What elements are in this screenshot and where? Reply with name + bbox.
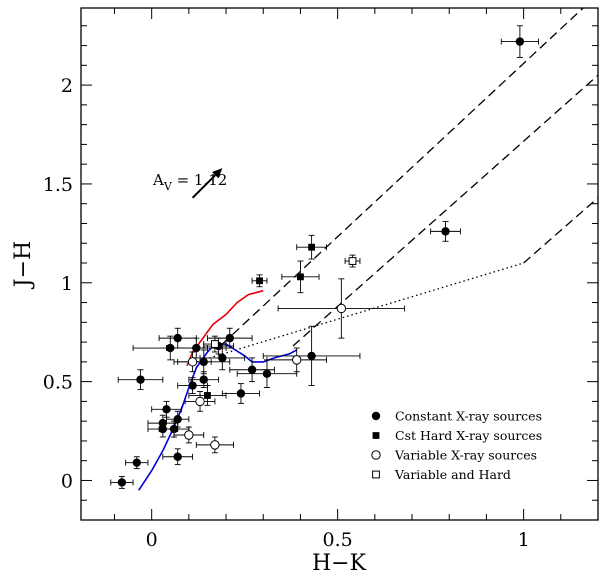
extinction-label-value: = 1.12 [172, 171, 228, 189]
point-s0-p21 [173, 452, 182, 461]
points-layer [117, 37, 525, 487]
x-tick-label: 1 [518, 529, 530, 551]
legend-label-0: Constant X-ray sources [395, 409, 542, 424]
x-tick-label: 0 [146, 529, 158, 551]
point-s2-p0 [336, 303, 347, 314]
point-s1-p2 [256, 277, 263, 285]
legend-marker-2 [371, 450, 381, 460]
legend-marker-0 [371, 411, 381, 421]
extinction-annotation: AV = 1.12 [152, 168, 227, 199]
line-dashed-middle [292, 74, 598, 347]
point-s1-p1 [297, 273, 304, 281]
point-s0-p14 [188, 381, 197, 390]
point-s0-p18 [158, 418, 168, 428]
legend: Constant X-ray sources Cst Hard X-ray sou… [371, 409, 542, 482]
point-s0-p5 [192, 343, 201, 353]
y-tick-label: 1.5 [43, 174, 73, 196]
plot-frame [80, 7, 599, 521]
point-s1-p3 [204, 392, 211, 399]
y-tick-label: 2 [61, 75, 73, 97]
point-s0-p22 [132, 458, 141, 467]
point-s0-p4 [166, 343, 175, 353]
point-s0-p7 [307, 351, 316, 361]
extinction-arrow-line [191, 174, 216, 199]
point-s0-p0 [515, 37, 525, 46]
x-tick-label: 0.5 [323, 529, 353, 551]
point-s3-p1 [210, 340, 219, 348]
point-s0-p10 [247, 365, 257, 374]
point-s0-p19 [158, 424, 168, 434]
extinction-label: AV = 1.12 [152, 171, 227, 193]
point-s2-p2 [195, 396, 205, 407]
extinction-label-main: A [152, 171, 164, 189]
extinction-arrow-head [212, 168, 223, 179]
line-dashed-lower [523, 197, 598, 264]
legend-marker-3 [372, 470, 380, 479]
point-s0-p12 [136, 375, 145, 384]
x-axis-label: H−K [312, 551, 367, 576]
y-tick-label: 0 [61, 470, 73, 492]
point-s0-p2 [173, 333, 182, 343]
y-tick-label: 0.5 [43, 372, 73, 394]
point-s2-p5 [187, 357, 198, 367]
legend-marker-1 [372, 432, 380, 439]
point-s2-p3 [184, 430, 194, 440]
point-s0-p23 [117, 478, 127, 487]
point-s0-p15 [236, 389, 246, 398]
point-s0-p1 [441, 227, 450, 236]
y-tick-label: 1 [61, 273, 73, 295]
point-s2-p1 [292, 355, 302, 365]
point-s3-p0 [348, 257, 357, 265]
extinction-label-subscript: V [163, 180, 173, 193]
point-s0-p9 [199, 357, 208, 367]
y-axis-label: J−H [11, 241, 36, 289]
line-dashed-upper [221, 8, 584, 345]
point-s1-p0 [308, 243, 316, 251]
legend-label-3: Variable and Hard [394, 467, 511, 482]
line-dotted-ctts-locus [196, 262, 524, 363]
ticks-layer: 0 0.5 1 0 0.5 1 1.5 2 [43, 8, 598, 551]
legend-label-2: Variable X-ray sources [394, 448, 537, 463]
point-s0-p16 [162, 405, 171, 414]
legend-label-1: Cst Hard X-ray sources [395, 428, 542, 443]
point-s0-p3 [225, 333, 234, 343]
point-s0-p8 [218, 353, 227, 363]
point-s2-p4 [210, 440, 220, 450]
point-s0-p17 [173, 414, 182, 424]
point-s0-p13 [199, 375, 208, 384]
point-s0-p20 [169, 424, 179, 434]
point-s0-p11 [262, 369, 272, 378]
